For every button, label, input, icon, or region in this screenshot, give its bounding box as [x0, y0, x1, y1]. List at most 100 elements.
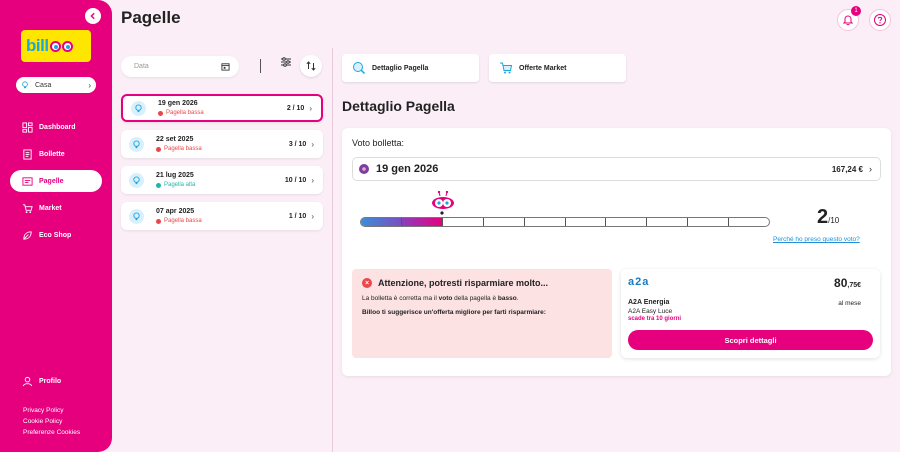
status-dot — [156, 146, 161, 152]
offer-card: a2a 80,75€ A2A Energia al mese A2A Easy … — [621, 269, 880, 358]
close-circle-icon: × — [362, 278, 372, 288]
report-card-score: 1 / 10 — [288, 212, 307, 220]
chevron-right-icon: › — [309, 103, 312, 113]
filter-settings-button[interactable] — [280, 55, 292, 73]
savings-alert: × Attenzione, potresti risparmiare molto… — [352, 269, 612, 358]
user-icon — [22, 376, 33, 387]
report-card-item[interactable]: 19 gen 2026 Pagella bassa 2 / 10 › — [121, 94, 323, 122]
voto-label: Voto bolletta: — [352, 138, 405, 148]
chevron-right-icon: › — [311, 139, 314, 149]
column-divider — [332, 48, 333, 452]
bulb-icon — [129, 136, 144, 152]
offer-expiry: scade tra 10 giorni — [628, 316, 682, 322]
calendar-icon — [221, 62, 230, 71]
gauge-segment — [606, 218, 648, 226]
footer-links: Privacy Policy Cookie Policy Preferenze … — [23, 405, 80, 438]
sidebar: bill Casa › Dashboard Bollette Pagelle M… — [0, 0, 112, 452]
sidebar-item-label: Pagelle — [39, 177, 64, 185]
bill-icon — [22, 148, 33, 160]
sliders-icon — [281, 57, 291, 67]
gauge-segment — [401, 218, 443, 226]
search-bulb-icon — [351, 61, 366, 76]
why-score-link[interactable]: Perché ho preso questo voto? — [773, 236, 860, 243]
profile-label: Profilo — [39, 378, 62, 385]
report-card-score: 10 / 10 — [284, 176, 307, 184]
chevron-right-icon: › — [869, 164, 872, 174]
discover-details-button[interactable]: Scopri dettagli — [628, 330, 873, 350]
gauge-segment — [729, 218, 769, 226]
bill-amount: 167,24 € — [831, 164, 863, 174]
gauge-segment — [566, 218, 607, 226]
report-card-status-label: Pagella bassa — [164, 146, 202, 152]
score-display: 2/10 — [817, 206, 839, 229]
sidebar-item-bollette[interactable]: Bollette — [10, 143, 102, 165]
cookie-policy-link[interactable]: Cookie Policy — [23, 418, 63, 425]
help-button[interactable] — [869, 9, 891, 31]
bulb-icon — [129, 172, 144, 188]
chevron-right-icon: › — [311, 211, 314, 221]
score-value: 2 — [817, 206, 829, 228]
status-dot — [156, 218, 161, 224]
sort-arrows-icon — [306, 61, 316, 71]
status-dot — [156, 182, 161, 188]
filter-divider — [260, 59, 261, 73]
chevron-right-icon: › — [311, 175, 314, 185]
collapse-sidebar-button[interactable] — [85, 8, 101, 24]
chevron-right-icon: › — [88, 80, 91, 90]
date-filter-input[interactable]: Data — [121, 56, 239, 77]
cart-icon — [498, 61, 513, 76]
report-card-status-label: Pagella bassa — [164, 218, 202, 224]
gauge-segment — [484, 218, 525, 226]
page-title: Pagelle — [121, 8, 181, 27]
score-denominator: /10 — [828, 216, 840, 225]
bulb-icon — [131, 100, 146, 116]
billoo-logo[interactable]: bill — [21, 30, 91, 62]
gauge-segment — [525, 218, 566, 226]
privacy-policy-link[interactable]: Privacy Policy — [23, 407, 64, 414]
notification-badge: 1 — [851, 6, 861, 16]
offer-period: al mese — [838, 300, 861, 307]
tab-dettaglio-pagella[interactable]: Dettaglio Pagella — [342, 54, 479, 82]
sidebar-item-eco-shop[interactable]: Eco Shop — [10, 224, 102, 246]
report-card-status: Pagella bassa — [158, 110, 204, 116]
gauge-segment — [647, 218, 689, 226]
detail-panel: Voto bolletta: 19 gen 2026 167,24 € › — [342, 128, 891, 376]
help-icon — [874, 14, 886, 26]
tab-offerte-market[interactable]: Offerte Market — [489, 54, 626, 82]
sort-button[interactable] — [300, 55, 322, 77]
alert-suggestion: Billoo ti suggerisce un'offerta migliore… — [362, 309, 546, 316]
report-card-score: 2 / 10 — [286, 104, 305, 112]
report-card-date: 07 apr 2025 — [156, 208, 195, 215]
status-dot — [158, 110, 163, 116]
gauge-segment — [361, 218, 402, 226]
gauge-segment — [688, 218, 730, 226]
report-card-status-label: Pagella bassa — [166, 110, 204, 116]
report-card-status: Pagella alta — [156, 182, 195, 188]
home-selector-label: Casa — [35, 81, 52, 89]
bill-selector[interactable]: 19 gen 2026 167,24 € › — [352, 157, 881, 181]
sidebar-item-profile[interactable]: Profilo — [22, 376, 61, 387]
a2a-logo: a2a — [628, 276, 650, 288]
report-card-status-label: Pagella alta — [164, 182, 196, 188]
report-card-date: 19 gen 2026 — [158, 100, 198, 107]
home-selector[interactable]: Casa › — [16, 77, 96, 93]
logo-eyes-icon — [49, 40, 73, 52]
bell-icon — [842, 15, 854, 26]
report-card-item[interactable]: 22 set 2025 Pagella bassa 3 / 10 › — [121, 130, 323, 158]
report-card-item[interactable]: 07 apr 2025 Pagella bassa 1 / 10 › — [121, 202, 323, 230]
bulb-icon — [129, 208, 144, 224]
notifications-button[interactable]: 1 — [837, 6, 861, 31]
offer-price: 80,75€ — [834, 276, 861, 290]
alert-title: Attenzione, potresti risparmiare molto..… — [378, 278, 549, 288]
sidebar-item-dashboard[interactable]: Dashboard — [10, 116, 102, 138]
score-gauge — [360, 217, 770, 227]
leaf-icon — [22, 230, 33, 241]
sidebar-item-market[interactable]: Market — [10, 197, 102, 219]
cookie-preferences-link[interactable]: Preferenze Cookies — [23, 429, 81, 436]
logo-text: bill — [26, 36, 49, 55]
report-card-item[interactable]: 21 lug 2025 Pagella alta 10 / 10 › — [121, 166, 323, 194]
report-card-status: Pagella bassa — [156, 218, 202, 224]
sidebar-item-pagelle[interactable]: Pagelle — [10, 170, 102, 192]
chevron-left-icon — [90, 12, 95, 20]
mascot-marker-icon — [430, 190, 456, 222]
